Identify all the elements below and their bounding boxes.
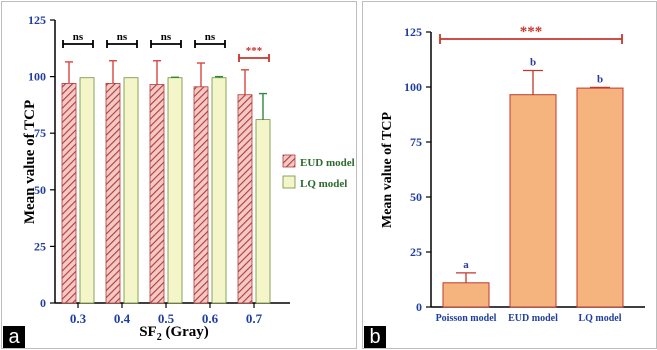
a-bar-lq bbox=[123, 77, 139, 304]
a-y-tick-label: 75 bbox=[34, 126, 46, 140]
a-sig-label: ns bbox=[117, 31, 128, 43]
panel-label-b: b bbox=[364, 326, 386, 348]
b-y-axis-label: Mean value of TCP bbox=[380, 112, 395, 228]
b-y-tick-label: 75 bbox=[410, 135, 422, 149]
a-y-tick-label: 100 bbox=[28, 70, 46, 84]
a-y-axis-label: Mean value of TCP bbox=[22, 100, 38, 224]
a-bar-lq bbox=[211, 77, 227, 304]
panel-label-a: a bbox=[3, 326, 25, 348]
a-y-tick-label: 0 bbox=[40, 296, 46, 310]
legend-swatch-lq bbox=[282, 175, 296, 189]
b-bar bbox=[442, 282, 490, 308]
legend-label-eud: EUD model bbox=[300, 157, 355, 169]
b-y-tick-label: 50 bbox=[410, 190, 422, 204]
a-x-tick-label: 0.3 bbox=[70, 311, 87, 326]
b-x-tick-label: LQ model bbox=[578, 313, 621, 324]
a-bar-eud bbox=[105, 82, 121, 304]
a-x-tick-label: 0.6 bbox=[202, 311, 219, 326]
b-bar bbox=[576, 87, 624, 308]
a-sig-label: ns bbox=[205, 31, 216, 43]
a-y-tick-label: 50 bbox=[34, 183, 46, 197]
b-bar bbox=[509, 94, 557, 308]
a-bar-lq bbox=[255, 119, 271, 304]
b-sig-label: *** bbox=[520, 24, 543, 40]
a-x-tick-label: 0.5 bbox=[158, 311, 175, 326]
a-bar-lq bbox=[167, 77, 183, 304]
a-x-tick-label: 0.7 bbox=[246, 311, 263, 326]
a-bar-eud bbox=[61, 82, 77, 304]
legend-label-lq: LQ model bbox=[300, 178, 347, 190]
a-y-tick-label: 25 bbox=[34, 239, 46, 253]
a-bar-eud bbox=[237, 94, 253, 304]
a-sig-label: *** bbox=[246, 45, 263, 57]
a-bar-eud bbox=[193, 86, 209, 304]
a-bar-lq bbox=[79, 77, 95, 304]
a-y-tick-label: 125 bbox=[28, 13, 46, 27]
b-x-tick-label: Poisson model bbox=[436, 313, 497, 324]
a-bar-eud bbox=[149, 84, 165, 304]
a-sig-label: ns bbox=[161, 31, 172, 43]
b-y-tick-label: 25 bbox=[410, 245, 422, 259]
a-x-axis-label: SF2 (Gray) bbox=[139, 324, 209, 343]
legend-swatch-eud bbox=[282, 154, 296, 168]
b-group-letter: a bbox=[463, 259, 469, 271]
b-y-tick-label: 125 bbox=[404, 25, 422, 39]
a-x-tick-label: 0.4 bbox=[114, 311, 131, 326]
a-sig-label: ns bbox=[73, 31, 84, 43]
b-y-tick-label: 0 bbox=[416, 300, 422, 314]
b-x-tick-label: EUD model bbox=[508, 313, 558, 324]
b-group-letter: b bbox=[597, 73, 603, 85]
b-y-tick-label: 100 bbox=[404, 80, 422, 94]
b-group-letter: b bbox=[530, 57, 536, 69]
